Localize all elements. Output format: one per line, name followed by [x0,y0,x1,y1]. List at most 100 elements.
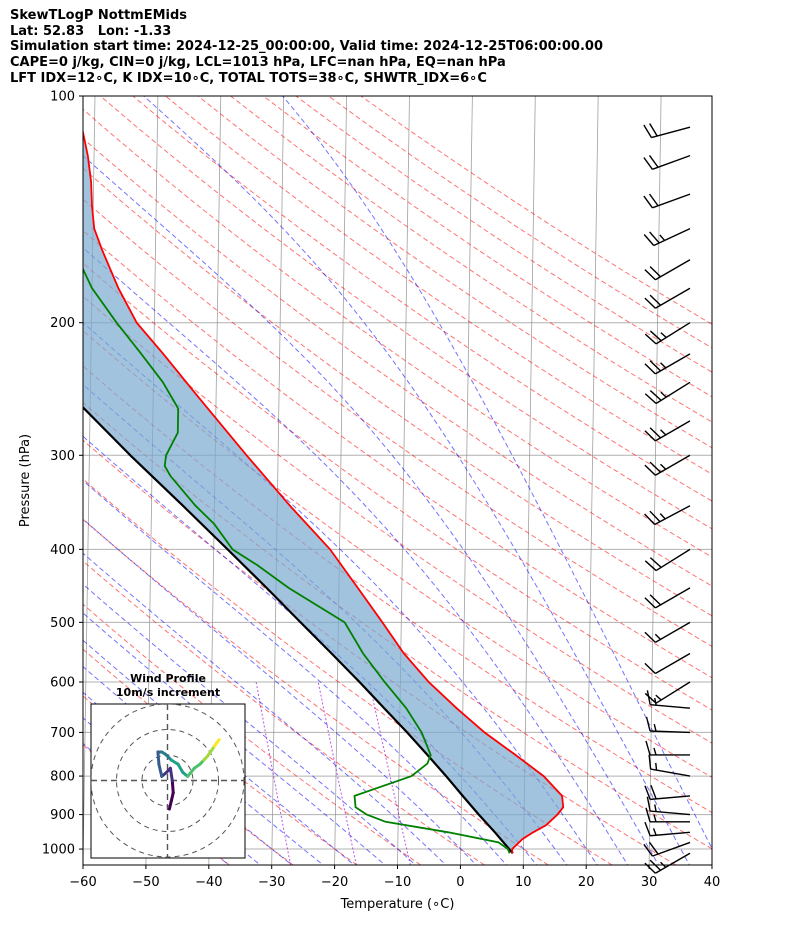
axes: −60 −50 −40 −30 −20 −10 0 10 20 30 40 1000 900 800 700… [18,90,720,913]
x-tick-label: −50 [132,875,159,890]
wind-barb [645,807,690,823]
moist-adiabat-line [143,96,690,865]
y-axis-label: Pressure (hPa) [18,434,33,527]
y-tick-label: 1000 [42,843,75,858]
dry-adiabat-line [83,295,712,744]
dry-adiabat-line [295,96,712,373]
wind-barb [644,548,691,572]
x-axis-label: Temperature (∘C) [340,897,455,912]
x-tick-label: 30 [641,875,658,890]
wind-barb [643,193,691,209]
dry-adiabat-line [83,401,712,850]
isotherm-line [775,96,787,865]
title-line-times: Simulation start time: 2024-12-25_00:00:… [10,39,603,55]
dry-adiabat-line [83,167,712,617]
moist-adiabat-line [282,96,712,850]
moist-adiabat-line [83,518,477,865]
isotherm-line [711,839,712,865]
moist-adiabat-line [83,247,629,865]
wind-barb [644,652,691,675]
hodograph-segment [170,779,175,795]
moist-adiabat-line [83,552,447,865]
x-tick-label: −40 [195,875,222,890]
hodograph-segment [157,762,164,778]
mixing-ratio-line [255,681,292,865]
moist-adiabat-line [83,639,355,865]
hodograph-segment [215,738,221,744]
temperature-profile-line [83,128,565,854]
title-line-indices: LFT IDX=12∘C, K IDX=10∘C, TOTAL TOTS=38∘… [10,70,487,86]
moist-adiabat-line [83,612,386,865]
y-tick-label: 500 [50,616,75,631]
y-tick-label: 600 [50,675,75,690]
wind-barb [644,287,691,309]
dry-adiabat-line [83,262,712,711]
cape-cin-shading [83,132,564,854]
hodograph-segment [168,766,174,782]
x-tick-label: 0 [456,875,464,890]
x-tick-label: −10 [384,875,411,890]
wind-barb [643,227,691,247]
hodograph-ring [116,729,219,832]
wind-barb [644,259,691,281]
wind-barb [645,740,690,756]
dry-adiabat-line [328,96,712,349]
wind-barb [644,785,691,801]
x-tick-label: −60 [69,875,96,890]
mixing-ratio-line [317,681,357,865]
hodograph-segment [186,766,196,778]
wind-barb [648,754,691,777]
wind-barb [644,381,691,405]
chart-title-block: SkewTLogP NottmEMids Lat: 52.83 Lon: -1.… [10,8,603,87]
title-line-coordinates: Lat: 52.83 Lon: -1.33 [10,23,172,39]
moist-adiabat-line [83,321,598,865]
wind-barb [644,322,691,345]
x-tick-label: 20 [578,875,595,890]
y-tick-label: 200 [50,316,75,331]
cape-fill-layer [83,132,564,854]
wind-barb [644,821,691,837]
y-tick-label: 100 [50,90,75,105]
y-tick-label: 300 [50,449,75,464]
isotherm-line [585,96,599,865]
wind-barb [643,841,691,857]
wind-barb [645,716,691,734]
title-line-cape: CAPE=0 j/kg, CIN=0 j/kg, LCL=1013 hPa, L… [10,55,506,71]
dry-adiabat-line [83,648,358,865]
isotherm-line [271,96,285,865]
dry-adiabat-line [197,96,712,449]
moist-adiabat-line [83,583,417,865]
wind-barb [643,123,691,139]
hodograph-segment [156,750,161,766]
wind-barb [646,796,691,816]
hodograph-plot [91,704,245,858]
wind-barb [644,681,691,704]
dewpoint-profile-line [83,267,511,854]
dry-adiabat-line [99,96,712,530]
y-tick-label: 700 [50,726,75,741]
hodograph-segment [176,762,185,774]
dry-adiabat-line [262,96,712,398]
dry-adiabat-line [83,603,421,865]
dry-adiabat-line [83,518,549,865]
dry-adiabat-line [83,198,712,647]
mixing-ratio-line [368,681,411,865]
profile-lines [83,128,565,855]
y-tick-label: 900 [50,808,75,823]
x-tick-label: 40 [704,875,721,890]
dry-adiabat-line [132,96,712,502]
title-line-station: SkewTLogP NottmEMids [10,8,188,23]
wind-barb [644,420,691,442]
x-tick-label: −20 [321,875,348,890]
wind-barb [643,154,691,170]
wind-barb [644,505,691,526]
dry-adiabat-line [83,560,485,865]
dry-adiabat-line [230,96,712,423]
wind-barbs [643,123,691,874]
moist-adiabat-line [83,479,508,865]
wind-barb [644,353,691,375]
y-tick-label: 800 [50,770,75,785]
hodograph-subtitle: 10m/s increment [116,686,220,699]
